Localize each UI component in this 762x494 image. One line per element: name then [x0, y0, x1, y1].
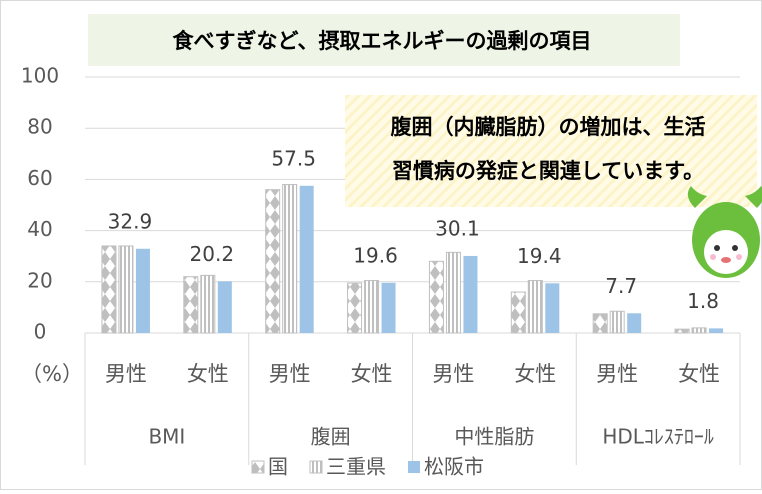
bar [545, 283, 560, 333]
legend-label: 松阪市 [424, 455, 484, 479]
data-label: 19.6 [353, 243, 398, 267]
x-tick-label: 女性 [514, 362, 556, 386]
bar [709, 328, 724, 333]
bar [609, 310, 625, 334]
y-tick-label: 20 [27, 268, 52, 292]
bar [101, 245, 117, 334]
bar [282, 184, 298, 334]
x-tick-label: 女性 [351, 362, 393, 386]
x-tick-label: 女性 [187, 362, 229, 386]
chart-title: 食べすぎなど、摂取エネルギーの過剰の項目 [173, 29, 592, 53]
annotation-line: 習慣病の発症と関連しています。 [392, 159, 704, 183]
legend-swatch [408, 461, 420, 473]
y-tick-label: 40 [27, 217, 52, 241]
bar [200, 274, 216, 334]
bar [445, 251, 461, 334]
y-tick-label: 100 [21, 64, 59, 88]
y-tick-label: 80 [27, 115, 52, 139]
bar [347, 282, 363, 334]
mascot [687, 186, 762, 278]
bar [428, 260, 444, 334]
bar [118, 245, 134, 334]
group-label: 中性脂肪 [454, 425, 534, 449]
legend-swatch [251, 460, 265, 474]
bar [381, 282, 396, 333]
group-label: BMI [148, 425, 185, 449]
group-label: 腹囲 [311, 425, 351, 449]
bar [183, 276, 199, 334]
data-label: 1.8 [687, 289, 719, 313]
data-label: 20.2 [190, 242, 235, 266]
bar [510, 291, 526, 334]
x-tick-label: 男性 [105, 362, 147, 386]
bar [364, 280, 380, 334]
data-label: 19.4 [517, 244, 562, 268]
x-tick-label: 男性 [432, 362, 474, 386]
bar [217, 281, 232, 333]
bar [592, 313, 608, 334]
bar [463, 255, 478, 333]
x-tick-label: 女性 [678, 362, 720, 386]
group-label: HDLｺﾚｽﾃﾛｰﾙ [602, 425, 714, 449]
legend-swatch [309, 460, 323, 474]
annotation-line: 腹囲（内臓脂肪）の増加は、生活 [391, 115, 706, 139]
annotation-box [345, 95, 757, 207]
bar [527, 280, 543, 334]
y-unit: （%） [21, 362, 83, 386]
data-label: 30.1 [435, 216, 480, 240]
y-tick-label: 0 [34, 320, 47, 344]
data-label: 7.7 [605, 274, 637, 298]
legend-label: 三重県 [326, 455, 386, 479]
bar [691, 327, 707, 334]
x-tick-label: 男性 [269, 362, 311, 386]
bar [674, 328, 690, 334]
bar [627, 313, 642, 333]
bar [135, 248, 150, 333]
y-tick-label: 60 [27, 166, 52, 190]
data-label: 57.5 [271, 146, 316, 170]
bar [265, 189, 281, 334]
title-box [88, 14, 680, 66]
data-label: 32.9 [108, 209, 153, 233]
bar [299, 185, 314, 333]
x-tick-label: 男性 [596, 362, 638, 386]
legend-label: 国 [268, 455, 288, 479]
